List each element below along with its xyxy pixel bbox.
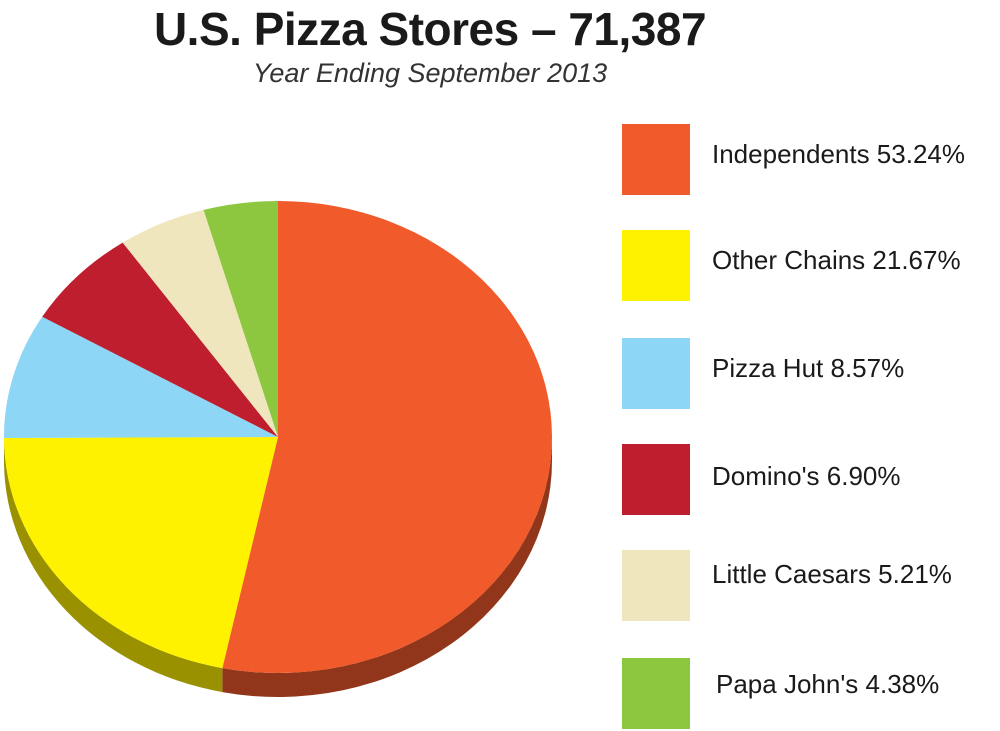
legend-swatch-2 bbox=[622, 338, 690, 409]
legend-swatch-5 bbox=[622, 658, 690, 729]
pie-slice-2 bbox=[4, 316, 279, 439]
pie-slice-1 bbox=[4, 437, 278, 669]
pie-slice-5 bbox=[203, 201, 278, 437]
pie-depth-1 bbox=[4, 438, 223, 693]
legend-swatch-1 bbox=[622, 230, 690, 301]
legend-label-5: Papa John's 4.38% bbox=[716, 669, 940, 699]
legend-swatch-3 bbox=[622, 444, 690, 515]
pie-slices bbox=[4, 201, 552, 674]
pie-slice-3 bbox=[42, 242, 279, 437]
pie-slice-0 bbox=[222, 201, 552, 674]
chart-title: U.S. Pizza Stores – 71,387 bbox=[153, 3, 707, 55]
chart-subtitle: Year Ending September 2013 bbox=[252, 58, 608, 88]
legend-label-0: Independents 53.24% bbox=[712, 139, 965, 169]
legend-swatch-4 bbox=[622, 550, 690, 621]
pie-depth bbox=[3, 437, 553, 697]
legend-label-3: Domino's 6.90% bbox=[712, 461, 901, 491]
legend-label-2: Pizza Hut 8.57% bbox=[712, 353, 905, 383]
legend-swatch-0 bbox=[622, 124, 690, 195]
legend-label-4: Little Caesars 5.21% bbox=[712, 559, 952, 589]
pie-slice-4 bbox=[122, 209, 278, 437]
legend-label-1: Other Chains 21.67% bbox=[712, 245, 961, 275]
